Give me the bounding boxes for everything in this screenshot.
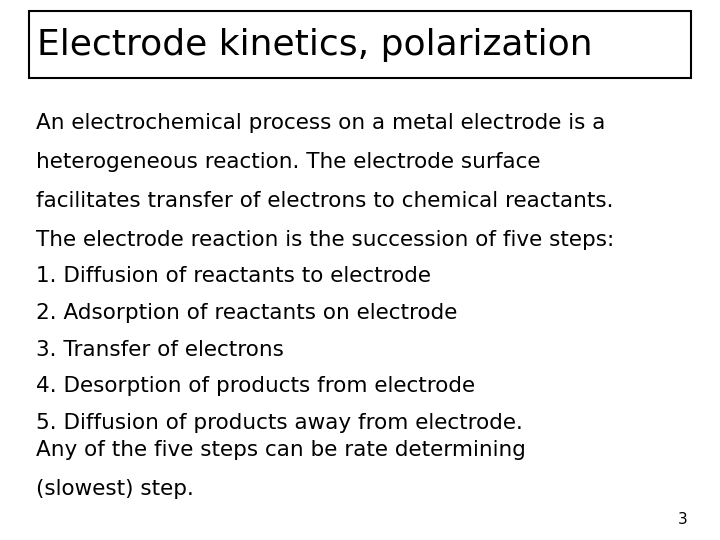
Text: 3: 3 [678,511,688,526]
Text: Electrode kinetics, polarization: Electrode kinetics, polarization [37,28,593,62]
Text: 3. Transfer of electrons: 3. Transfer of electrons [36,340,284,360]
Bar [29,11,691,78]
Text: The electrode reaction is the succession of five steps:: The electrode reaction is the succession… [36,230,614,249]
Text: (slowest) step.: (slowest) step. [36,479,194,499]
Text: 5. Diffusion of products away from electrode.: 5. Diffusion of products away from elect… [36,413,523,433]
Text: facilitates transfer of electrons to chemical reactants.: facilitates transfer of electrons to che… [36,191,613,211]
Text: Any of the five steps can be rate determining: Any of the five steps can be rate determ… [36,440,526,460]
Text: An electrochemical process on a metal electrode is a: An electrochemical process on a metal el… [36,113,606,133]
Text: 2. Adsorption of reactants on electrode: 2. Adsorption of reactants on electrode [36,303,457,323]
Text: 1. Diffusion of reactants to electrode: 1. Diffusion of reactants to electrode [36,266,431,286]
Text: heterogeneous reaction. The electrode surface: heterogeneous reaction. The electrode su… [36,152,541,172]
Text: 4. Desorption of products from electrode: 4. Desorption of products from electrode [36,376,475,396]
